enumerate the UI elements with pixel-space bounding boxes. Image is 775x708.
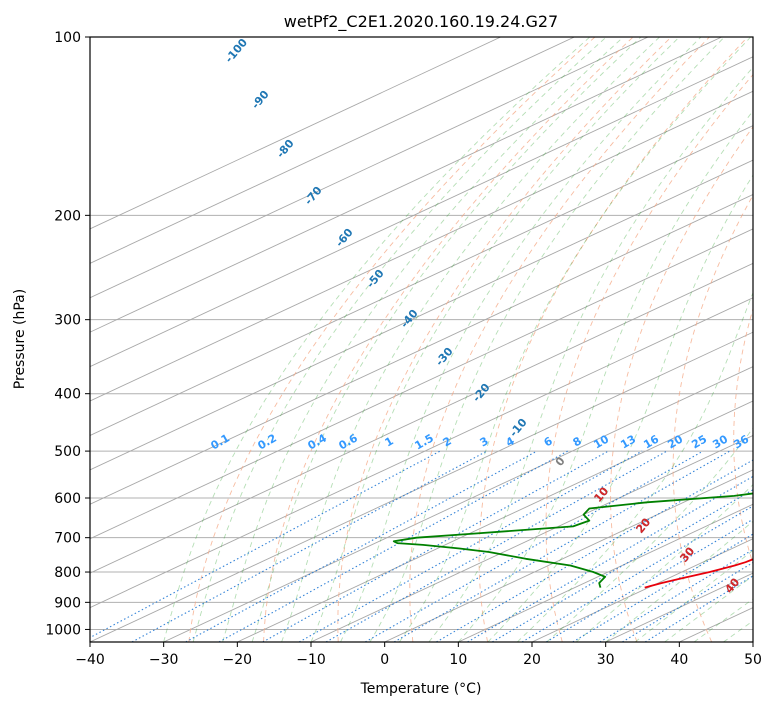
mixing-ratio-line-2 [325, 450, 668, 642]
mixing-ratio-line-25 [599, 548, 753, 642]
x-tick-label: −20 [223, 652, 253, 668]
x-tick-label: −10 [296, 652, 326, 668]
dewpoint-profile-line [392, 492, 753, 588]
x-tick-label: 40 [670, 652, 688, 668]
dry-adiabat--20 [263, 37, 634, 642]
dry-adiabat-20 [545, 73, 753, 642]
isotherm--30 [163, 366, 753, 642]
isotherm--60 [90, 262, 753, 574]
isotherm--20 [237, 400, 753, 642]
moist-adiabat--14 [281, 37, 660, 642]
y-tick-label: 1000 [45, 622, 81, 638]
moist-adiabat--18 [251, 37, 642, 642]
isotherm--80 [90, 193, 753, 505]
dry-adiabat-30 [610, 126, 753, 642]
isotherm--50 [90, 297, 753, 609]
isotherm-grid [90, 37, 753, 642]
mixing-ratio-line-4 [393, 450, 730, 642]
y-tick-label: 900 [54, 595, 81, 611]
moist-adiabat--22 [222, 37, 624, 642]
dry-adiabat--10 [337, 37, 672, 642]
y-axis-label: Pressure (hPa) [12, 289, 28, 389]
moist-adiabat-26 [575, 483, 753, 642]
y-tick-label: 800 [54, 565, 81, 581]
isotherm-0 [384, 469, 753, 642]
dry-adiabat-0 [409, 37, 711, 642]
moist-adiabat--6 [340, 37, 702, 642]
mixing-ratio-line-8 [467, 475, 753, 642]
moist-adiabat--30 [163, 37, 591, 642]
axes: −40 −30 −20 −10 0 10 20 30 40 50 100 200 300 400 500 60… [45, 30, 762, 668]
y-tick-label: 300 [54, 313, 81, 329]
x-tick-label: 30 [597, 652, 615, 668]
moist-adiabat-18 [516, 291, 753, 642]
y-tick-label: 200 [54, 208, 81, 224]
isotherm--100 [90, 125, 753, 436]
moist-adiabat--26 [192, 37, 607, 642]
isotherm-20 [531, 538, 753, 642]
isotherm--160 [90, 37, 501, 230]
dry-adiabat--30 [188, 37, 596, 642]
x-tick-label: 0 [380, 652, 389, 668]
isotherm--40 [90, 331, 753, 642]
isotherm--130 [90, 37, 722, 333]
isotherm-10 [458, 503, 753, 642]
x-tick-label: −40 [75, 652, 105, 668]
moist-adiabat--2 [369, 37, 725, 642]
x-tick-label: 50 [744, 652, 762, 668]
dry-adiabats [188, 37, 753, 642]
y-tick-label: 700 [54, 531, 81, 547]
chart-title: wetPf2_C2E1.2020.160.19.24.G27 [284, 12, 558, 32]
mixing-ratio-line-3 [365, 450, 704, 642]
x-axis-label: Temperature (°C) [360, 681, 482, 697]
mixing-ratio-line-36 [644, 575, 753, 642]
plot-background [90, 37, 753, 642]
isotherm--110 [90, 90, 753, 402]
isotherm--70 [90, 228, 753, 540]
moist-adiabat-2 [399, 37, 752, 642]
mixing-ratio-line-0.4 [185, 450, 538, 642]
x-tick-label: −30 [149, 652, 179, 668]
mixing-ratio-line-0.2 [131, 450, 488, 642]
mixing-ratio-line-1.5 [298, 450, 643, 642]
isotherm-50 [752, 641, 753, 642]
isotherm--90 [90, 159, 753, 471]
isotherm--10 [310, 434, 753, 642]
sounding-profiles [392, 492, 753, 589]
isotherm--150 [90, 37, 575, 264]
isotherm--120 [90, 56, 753, 368]
x-tick-label: 10 [449, 652, 467, 668]
plot-frame [89, 36, 754, 643]
moist-adiabat--10 [310, 37, 680, 642]
dry-adiabat-10 [478, 37, 749, 642]
x-tick-label: 20 [523, 652, 541, 668]
y-tick-label: 600 [54, 491, 81, 507]
moist-adiabat-10 [457, 110, 753, 642]
y-tick-label: 100 [54, 30, 81, 46]
y-tick-label: 400 [54, 387, 81, 403]
moist-adiabat-30 [605, 520, 753, 642]
isotherm--140 [90, 37, 649, 299]
mixing-ratio-line-30 [622, 561, 753, 642]
moist-adiabat-14 [487, 174, 753, 642]
mixing-ratio-line-10 [492, 489, 753, 642]
moist-adiabats [163, 37, 753, 642]
y-tick-label: 500 [54, 444, 81, 460]
